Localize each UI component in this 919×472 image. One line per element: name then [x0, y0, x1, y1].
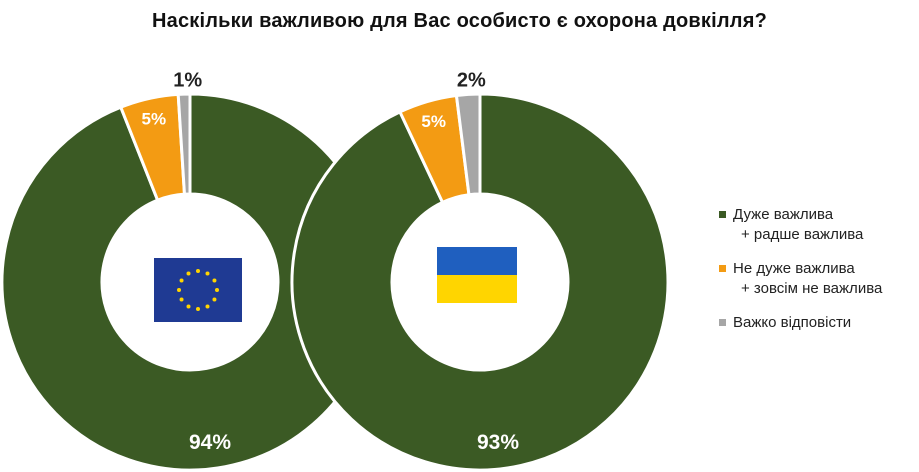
- donut-chart-2: 2% 5% 93%: [290, 70, 670, 472]
- legend-swatch-important: [719, 211, 726, 218]
- eu-flag-star: [205, 304, 210, 309]
- slice-hard-to-say: [176, 92, 192, 196]
- data-label-hard-to-say: 1%: [173, 69, 202, 91]
- eu-flag-star: [186, 271, 191, 276]
- legend: Дуже важлива + радше важлива Не дуже важ…: [719, 205, 919, 347]
- eu-flag-star: [177, 288, 181, 292]
- legend-item-important: Дуже важлива + радше важлива: [719, 205, 919, 245]
- data-label-hard-to-say: 2%: [457, 70, 486, 92]
- legend-swatch-not-important: [719, 265, 726, 272]
- legend-item-hard-to-say: Важко відповісти: [719, 313, 919, 333]
- legend-item-not-important: Не дуже важлива + зовсім не важлива: [719, 259, 919, 299]
- legend-label: Не дуже важлива: [733, 260, 855, 277]
- slice-important: [290, 92, 670, 472]
- ukraine-flag-blue: [437, 247, 517, 275]
- data-label-not-important: 5%: [141, 109, 166, 128]
- eu-flag-star: [215, 288, 219, 292]
- data-label-important: 94%: [189, 431, 231, 454]
- chart-title: Наскільки важливою для Вас особисто є ох…: [151, 10, 767, 32]
- data-label-not-important: 5%: [421, 112, 446, 131]
- slice-hard-to-say: [454, 92, 482, 197]
- legend-label: Дуже важлива: [733, 206, 834, 223]
- eu-flag-star: [212, 297, 217, 302]
- eu-flag-star: [196, 307, 200, 311]
- donut-chart-1: 1% 5% 94%: [0, 69, 380, 472]
- eu-flag-field: [154, 258, 242, 322]
- ukraine-flag-icon: [437, 247, 517, 303]
- legend-label-cont: + зовсім не важлива: [741, 280, 883, 297]
- eu-flag-star: [186, 304, 191, 309]
- legend-label: Важко відповісти: [733, 314, 852, 331]
- ukraine-flag-yellow: [437, 275, 517, 303]
- legend-label-cont: + радше важлива: [741, 226, 864, 243]
- eu-flag-star: [179, 297, 184, 302]
- eu-flag-star: [196, 269, 200, 273]
- eu-flag-star: [205, 271, 210, 276]
- eu-flag-star: [179, 278, 184, 283]
- data-label-important: 93%: [477, 431, 519, 454]
- legend-swatch-hard-to-say: [719, 319, 726, 326]
- eu-flag-star: [212, 278, 217, 283]
- eu-flag-icon: [154, 258, 242, 322]
